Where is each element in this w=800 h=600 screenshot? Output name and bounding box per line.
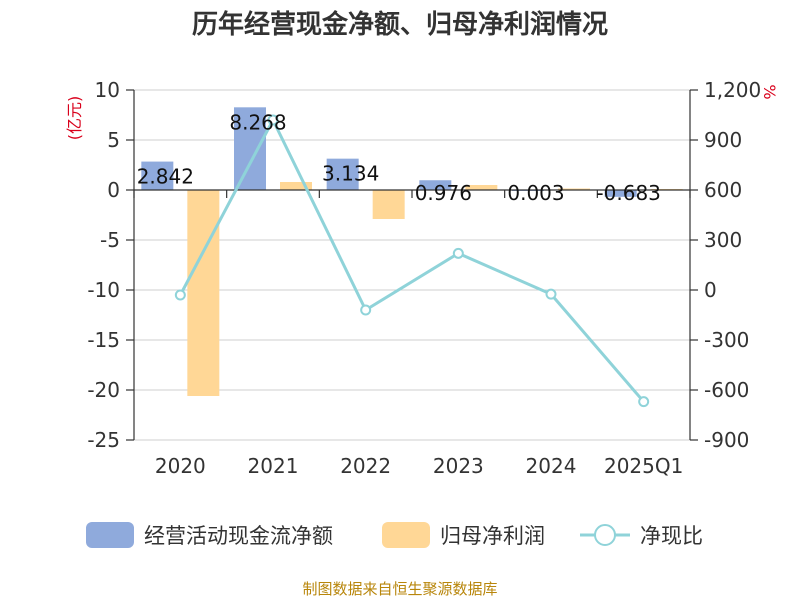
right-axis-tick-label: 300 [704,228,742,252]
point-cash-ratio [452,247,464,259]
bar-operating-cashflow [234,107,266,190]
point-cash-ratio [174,289,186,301]
left-axis-unit: (亿元) [65,96,84,141]
bar-operating-cashflow [326,158,359,190]
legend-item-cash-ratio[interactable]: 净现比 [580,524,703,548]
legend-item-net-profit[interactable]: 归母净利润 [382,522,545,548]
data-label-operating-cashflow: 3.134 [322,162,379,186]
right-axis-unit: % [760,84,779,99]
legend-item-operating-cashflow[interactable]: 经营活动现金流净额 [86,522,333,548]
legend-swatch-net-profit [382,522,430,548]
bar-net-profit [280,182,312,190]
left-axis-tick-label: -10 [87,278,120,302]
right-axis-tick-label: 1,200 [704,78,761,102]
left-axis-tick-label: -15 [87,328,120,352]
bar-net-profit [372,190,405,219]
chart-title: 历年经营现金净额、归母净利润情况 [192,9,608,40]
category-label: 2021 [248,454,299,478]
legend-marker-cash-ratio [594,524,616,546]
bar-net-profit [187,190,220,396]
axes: 10 5 0 -5 -10 -15 -20 -25 1,200 900 600 300 0 -300 -60… [87,78,761,478]
right-axis-tick-label: -900 [704,428,749,452]
data-label-operating-cashflow: 2.842 [137,165,194,189]
data-label-operating-cashflow: 8.268 [229,110,286,134]
bar-series [141,107,683,396]
right-axis-tick-label: 900 [704,128,742,152]
bar-net-profit [558,188,590,190]
category-label: 2023 [433,454,484,478]
left-axis-tick-label: -20 [87,378,120,402]
right-axis-tick-label: 600 [704,178,742,202]
legend-label-operating-cashflow: 经营活动现金流净额 [144,524,333,548]
legend-label-net-profit: 归母净利润 [440,524,545,548]
data-labels: 2.842 8.268 3.134 0.976 0.003 -0.683 [137,110,661,205]
left-axis-tick-label: 5 [107,128,120,152]
point-cash-ratio [267,114,279,126]
point-cash-ratio [638,396,650,408]
data-label-operating-cashflow: -0.683 [596,181,660,205]
legend-label-cash-ratio: 净现比 [640,524,703,548]
data-label-operating-cashflow: 0.003 [507,181,564,205]
left-axis-tick-label: -5 [100,228,120,252]
point-cash-ratio [360,304,372,316]
line-cash-ratio [179,116,645,403]
left-axis-tick-label: 0 [107,178,120,202]
legend-swatch-operating-cashflow [86,522,134,548]
legend: 经营活动现金流净额 归母净利润 净现比 [86,522,703,548]
left-axis-tick-label: -25 [87,428,120,452]
point-cash-ratio [545,288,557,300]
bar-net-profit [465,185,498,190]
right-axis-tick-label: -300 [704,328,749,352]
data-label-operating-cashflow: 0.976 [415,181,472,205]
category-label: 2025Q1 [604,454,683,478]
category-label: 2020 [155,454,206,478]
ratio-line-series [174,114,650,408]
category-label: 2024 [526,454,577,478]
left-axis-tick-label: 10 [95,78,120,102]
bar-operating-cashflow [419,180,452,190]
right-axis-tick-label: 0 [704,278,717,302]
bar-operating-cashflow [141,161,174,190]
bar-operating-cashflow [604,190,637,197]
right-axis-tick-label: -600 [704,378,749,402]
data-source-note: 制图数据来自恒生聚源数据库 [302,580,497,598]
category-label: 2022 [340,454,391,478]
